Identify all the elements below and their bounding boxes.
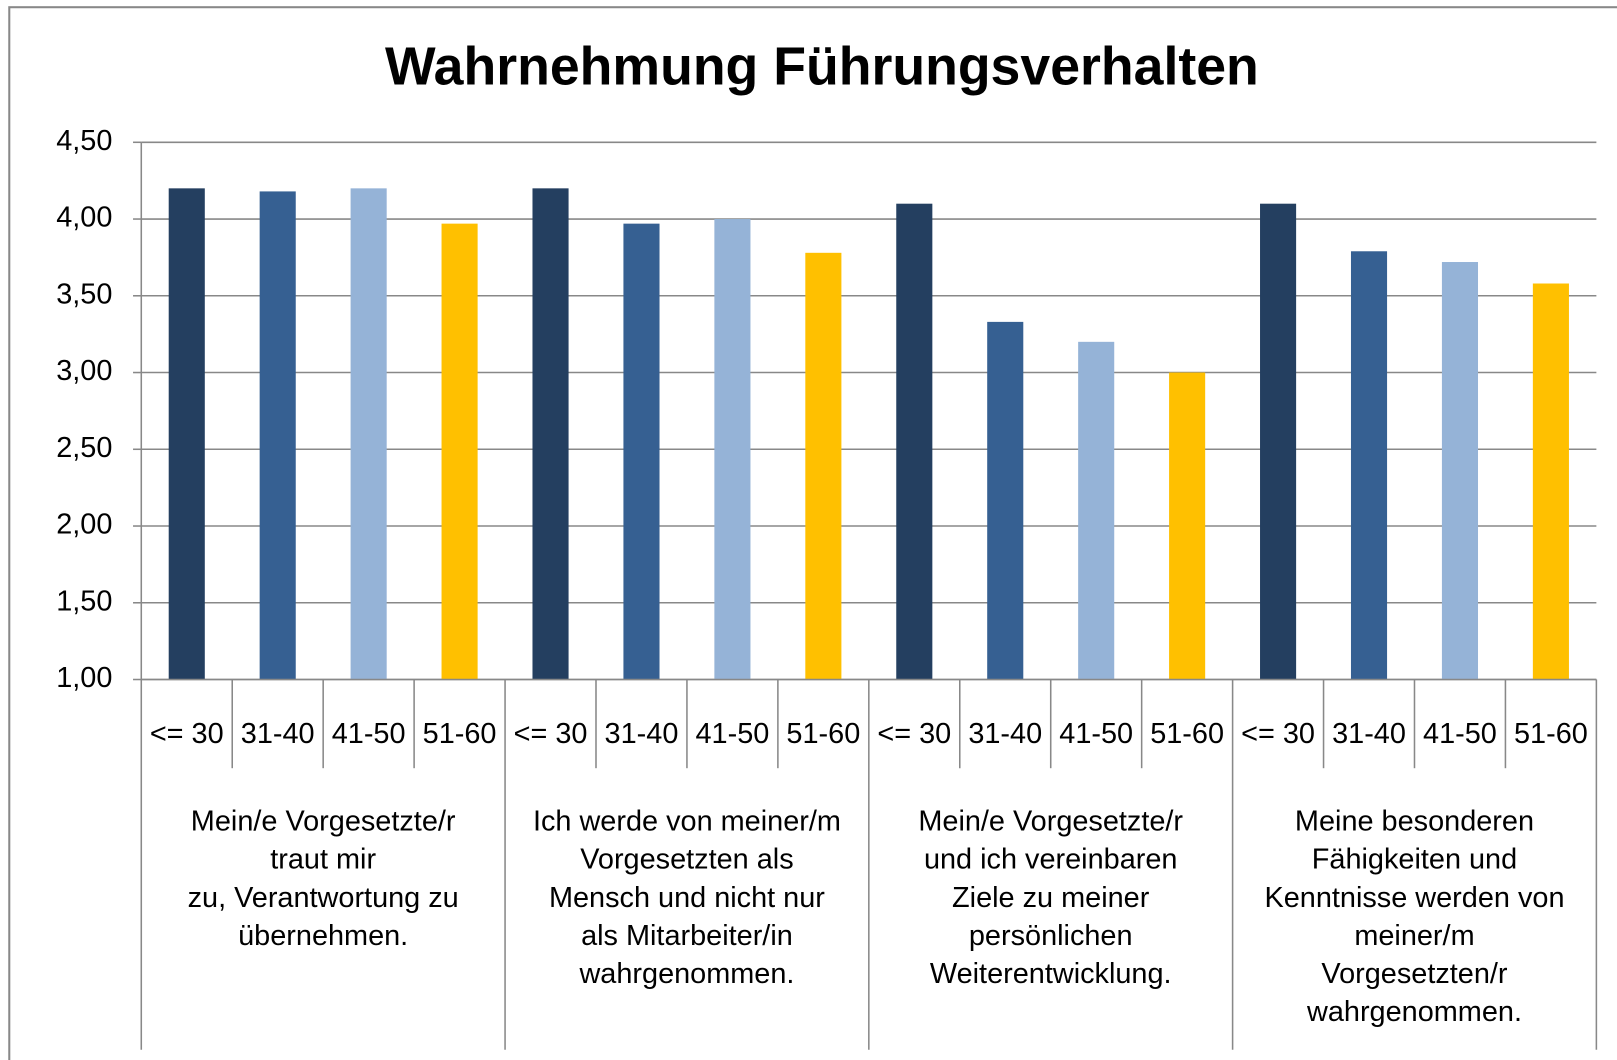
category-label: meiner/m <box>1354 920 1474 952</box>
category-label: wahrgenommen. <box>578 958 794 990</box>
bar <box>1169 372 1206 680</box>
category-label: Vorgesetzten als <box>580 844 793 876</box>
category-label: und ich vereinbaren <box>924 844 1178 876</box>
x-tick-label: 41-50 <box>1423 718 1497 750</box>
y-tick-label: 2,00 <box>56 509 112 541</box>
chart-title: Wahrnehmung Führungsverhalten <box>385 36 1259 96</box>
bar <box>623 223 660 680</box>
y-tick-label: 3,50 <box>56 278 112 310</box>
bar <box>896 203 933 680</box>
x-tick-label: 41-50 <box>696 718 770 750</box>
bar <box>259 191 296 680</box>
category-label: als Mitarbeiter/in <box>581 920 793 952</box>
category-label: Mein/e Vorgesetzte/r <box>191 805 456 837</box>
y-tick-label: 1,50 <box>56 585 112 617</box>
bar <box>805 252 842 680</box>
x-tick-label: 51-60 <box>1514 718 1588 750</box>
x-tick-label: 51-60 <box>1150 718 1224 750</box>
bar <box>1350 251 1388 680</box>
bar <box>168 188 205 680</box>
x-tick-label: <= 30 <box>1241 718 1315 750</box>
x-tick-label: 31-40 <box>968 718 1042 750</box>
x-tick-label: <= 30 <box>514 718 588 750</box>
y-tick-label: 1,00 <box>56 662 112 694</box>
chart-border <box>8 6 1617 1060</box>
y-tick-label: 4,00 <box>56 202 112 234</box>
category-label: Mensch und nicht nur <box>549 882 825 914</box>
bar <box>987 321 1024 680</box>
bar <box>1078 341 1115 680</box>
bar <box>441 223 478 680</box>
category-label: Mein/e Vorgesetzte/r <box>918 805 1183 837</box>
category-label: Weiterentwicklung. <box>930 958 1172 990</box>
bar <box>350 188 387 680</box>
x-tick-label: 41-50 <box>1059 718 1133 750</box>
category-label: Vorgesetzten/r <box>1321 958 1507 990</box>
y-tick-label: 3,00 <box>56 355 112 387</box>
category-label: Kenntnisse werden von <box>1264 882 1564 914</box>
category-label: Ziele zu meiner <box>952 882 1150 914</box>
x-tick-label: 51-60 <box>423 718 497 750</box>
category-label: Fähigkeiten und <box>1312 844 1517 876</box>
category-label: Meine besonderen <box>1295 805 1534 837</box>
x-tick-label: 31-40 <box>605 718 679 750</box>
bar <box>714 219 751 680</box>
category-label: Ich werde von meiner/m <box>533 805 841 837</box>
bar <box>1532 283 1569 680</box>
x-tick-label: 51-60 <box>786 718 860 750</box>
category-label: persönlichen <box>969 920 1133 952</box>
bar <box>1441 262 1479 680</box>
x-tick-label: 31-40 <box>241 718 315 750</box>
x-tick-label: <= 30 <box>877 718 951 750</box>
category-label: wahrgenommen. <box>1306 996 1522 1028</box>
y-tick-label: 2,50 <box>56 432 112 464</box>
category-label: traut mir <box>270 844 376 876</box>
x-tick-label: 31-40 <box>1332 718 1406 750</box>
x-tick-label: 41-50 <box>332 718 406 750</box>
bar <box>532 188 569 680</box>
category-label: übernehmen. <box>238 920 408 952</box>
y-tick-label: 4,50 <box>56 125 112 157</box>
category-label: zu, Verantwortung zu <box>188 882 459 914</box>
bar <box>1260 203 1297 680</box>
x-tick-label: <= 30 <box>150 718 224 750</box>
